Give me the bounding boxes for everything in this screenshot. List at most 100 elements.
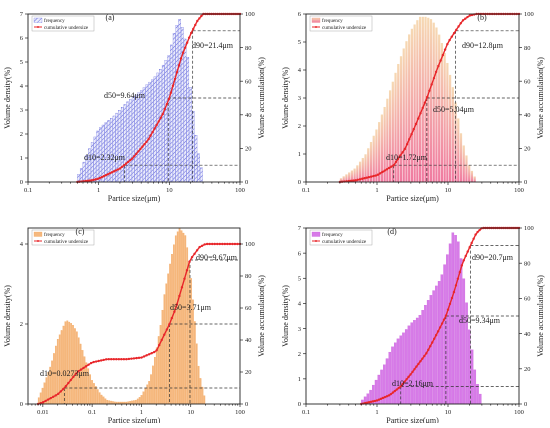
y-left-axis-label: Volume density(%) [3,285,12,347]
cumulative-marker [94,360,98,363]
x-tick-label: 1 [375,187,378,194]
cumulative-marker [159,116,162,120]
cumulative-marker [438,326,442,329]
cumulative-marker [74,372,78,375]
y-right-tick-label: 20 [245,146,252,153]
cumulative-marker [152,350,156,354]
cumulative-marker [394,160,398,164]
frequency-bar [462,278,466,405]
frequency-bar [137,92,140,183]
frequency-bar [476,384,479,405]
cumulative-marker [456,277,460,280]
cumulative-marker [213,242,216,246]
frequency-bar [416,20,419,183]
y-left-tick-label: 4 [298,301,302,308]
legend-cumulative-label: cumulative undersize [322,239,367,245]
legend-cumulative-label: cumulative undersize [322,25,367,31]
frequency-bar [142,391,145,405]
frequency-bar [181,27,184,183]
legend-cumulative-marker [315,240,317,242]
frequency-bar [115,112,119,183]
cumulative-marker [429,344,432,348]
y-left-axis-label: Volume density(%) [3,67,12,129]
cumulative-marker [145,140,148,144]
x-tick-label: 100 [235,409,245,416]
cumulative-marker [112,358,115,361]
cumulative-marker [419,112,422,115]
frequency-bar [131,97,135,183]
frequency-bar [68,321,71,405]
cumulative-marker [430,83,433,86]
frequency-bar [102,396,105,405]
frequency-bar [96,389,99,405]
cumulative-marker [110,171,114,174]
y-right-tick-label: 80 [245,273,252,280]
frequency-bar [448,243,452,405]
cumulative-marker [167,97,171,101]
cumulative-marker [423,101,427,104]
y-left-tick-label: 5 [298,39,301,46]
cumulative-marker [46,398,50,401]
frequency-bar [402,332,405,405]
cumulative-marker [142,355,146,358]
cumulative-marker [218,242,222,246]
cumulative-marker [112,170,116,173]
cumulative-marker [140,356,143,359]
y-right-tick-label: 100 [524,11,534,18]
cumulative-marker [87,363,90,366]
cumulative-marker [89,361,93,365]
cumulative-marker [77,370,80,373]
frequency-bar [396,338,400,405]
cumulative-marker [163,107,166,111]
cumulative-marker [59,390,62,393]
cumulative-marker [102,358,105,362]
x-tick-label: 1 [97,187,100,194]
y-left-tick-label: 0 [20,179,23,186]
frequency-bar [194,135,198,183]
cumulative-marker [147,353,151,356]
frequency-bar [478,393,482,405]
cumulative-marker [455,28,458,31]
frequency-bar [356,165,359,182]
x-tick-label: 10 [445,187,452,194]
cumulative-marker [396,157,400,161]
cumulative-marker [450,296,454,300]
x-axis-label: Partice size(μm) [386,194,439,203]
frequency-bar [473,369,477,405]
cumulative-marker [67,381,70,385]
x-tick-label: 1 [375,409,378,416]
cumulative-marker [452,31,456,35]
cumulative-marker [122,358,126,361]
cumulative-marker [439,59,442,62]
cumulative-marker [461,19,465,22]
cumulative-marker [403,147,407,151]
frequency-bar [173,244,175,405]
frequency-bar [378,122,381,182]
frequency-bar [93,383,95,405]
frequency-bar [193,321,196,405]
cumulative-marker [478,228,481,232]
frequency-bar [440,43,444,183]
frequency-bar [133,400,135,405]
frequency-bar [429,19,433,182]
cumulative-marker [155,123,158,127]
y-right-axis-label: Volume accumulation(%) [257,275,266,357]
y-right-tick-label: 100 [245,11,255,18]
cumulative-marker [417,117,420,120]
cumulative-marker [392,164,395,167]
cumulative-marker [417,362,420,366]
cumulative-marker [474,233,477,236]
cumulative-marker [69,378,73,382]
cumulative-marker [49,396,52,400]
x-axis-label: Partice size(μm) [108,416,161,423]
frequency-bar [89,374,91,405]
cumulative-marker [419,360,422,363]
d-annotation: d90=21.4μm [192,41,234,50]
cumulative-marker [389,392,393,396]
cumulative-marker [381,396,385,400]
y-right-tick-label: 20 [524,146,531,153]
cumulative-marker [194,23,197,27]
frequency-bar [203,395,206,405]
cumulative-marker [102,175,106,178]
